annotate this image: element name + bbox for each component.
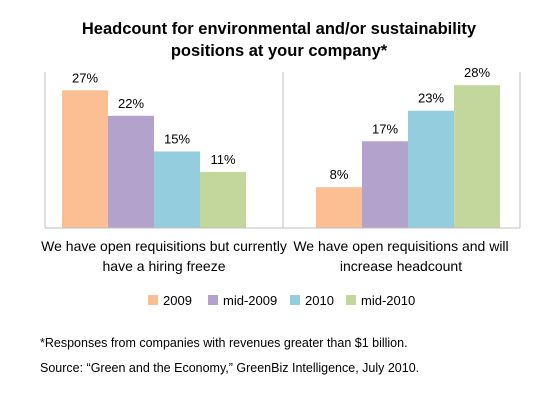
data-label-1-2009: 27% (72, 70, 98, 85)
legend-swatch-2009 (148, 295, 158, 305)
data-labels-group: 27% 22% 15% 11% 8% 17% 23% 28% (72, 65, 490, 182)
bar-1-mid-2009 (108, 115, 154, 228)
legend-swatch-2010 (290, 295, 300, 305)
legend-label-mid-2010: mid-2010 (361, 293, 415, 308)
category-label-1-line-2: have a hiring freeze (103, 258, 226, 274)
category-label-2-line-2: increase headcount (340, 258, 462, 274)
bar-1-2009 (62, 90, 108, 228)
legend-label-2010: 2010 (305, 293, 334, 308)
data-label-2-mid-2009: 17% (372, 121, 398, 136)
category-label-1-line-1: We have open requisitions but currently (41, 238, 287, 254)
data-label-1-mid-2010: 11% (210, 152, 235, 167)
data-label-2-mid-2010: 28% (464, 65, 490, 80)
bars-group (62, 85, 500, 228)
legend: 2009 mid-2009 2010 mid-2010 (148, 293, 415, 308)
legend-swatch-mid-2010 (346, 295, 356, 305)
data-label-2-2010: 23% (418, 91, 444, 106)
bar-1-2010 (154, 151, 200, 228)
data-label-1-2010: 15% (164, 132, 190, 147)
legend-label-mid-2009: mid-2009 (223, 293, 277, 308)
bar-1-mid-2010 (200, 171, 246, 228)
source-note: Source: “Green and the Economy,” GreenBi… (40, 361, 419, 375)
bar-2-2009 (316, 187, 362, 228)
legend-swatch-mid-2009 (208, 295, 218, 305)
bar-2-mid-2010 (454, 85, 500, 228)
chart-title-line-1: Headcount for environmental and/or susta… (82, 20, 477, 38)
category-label-2-line-1: We have open requisitions and will (293, 238, 508, 254)
bar-2-mid-2009 (362, 141, 408, 228)
footnote: *Responses from companies with revenues … (40, 336, 408, 350)
legend-label-2009: 2009 (163, 293, 192, 308)
data-label-1-mid-2009: 22% (118, 96, 144, 111)
chart-title-line-2: positions at your company* (171, 42, 388, 60)
data-label-2-2009: 8% (330, 167, 349, 182)
bar-2-2010 (408, 110, 454, 228)
